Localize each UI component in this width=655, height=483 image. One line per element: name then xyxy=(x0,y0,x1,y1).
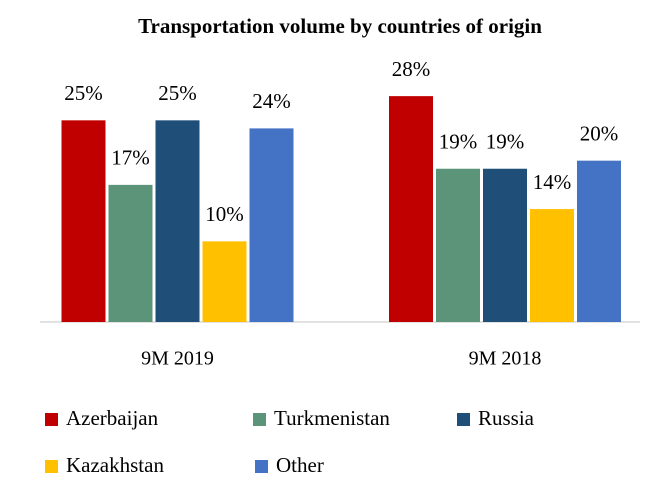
legend-label: Russia xyxy=(478,406,535,430)
bar xyxy=(155,120,200,322)
bar xyxy=(249,128,294,322)
value-label: 19% xyxy=(486,130,525,154)
x-tick-label: 9M 2018 xyxy=(469,348,542,370)
bar xyxy=(436,168,480,322)
legend-swatch xyxy=(45,460,58,473)
chart-title: Transportation volume by countries of or… xyxy=(138,14,542,38)
bar xyxy=(483,168,527,322)
bar xyxy=(202,241,247,322)
value-label: 14% xyxy=(533,170,572,194)
value-label: 19% xyxy=(439,130,478,154)
value-label: 24% xyxy=(252,89,291,113)
x-tick-label: 9M 2019 xyxy=(141,348,214,370)
value-label: 25% xyxy=(158,81,197,105)
legend-label: Kazakhstan xyxy=(66,453,164,477)
bar xyxy=(530,209,574,322)
value-label: 20% xyxy=(580,121,619,145)
legend-swatch xyxy=(253,413,266,426)
value-label: 28% xyxy=(392,57,431,81)
legend-swatch xyxy=(255,460,268,473)
legend-label: Turkmenistan xyxy=(274,406,390,430)
legend-label: Other xyxy=(276,453,324,477)
bar xyxy=(389,96,433,322)
value-label: 17% xyxy=(111,146,150,170)
value-label: 10% xyxy=(205,202,244,226)
value-label: 25% xyxy=(64,81,103,105)
bar xyxy=(61,120,106,322)
bar xyxy=(577,160,621,322)
legend-swatch xyxy=(457,413,470,426)
bar xyxy=(108,184,153,322)
legend-swatch xyxy=(45,413,58,426)
legend-label: Azerbaijan xyxy=(66,406,159,430)
